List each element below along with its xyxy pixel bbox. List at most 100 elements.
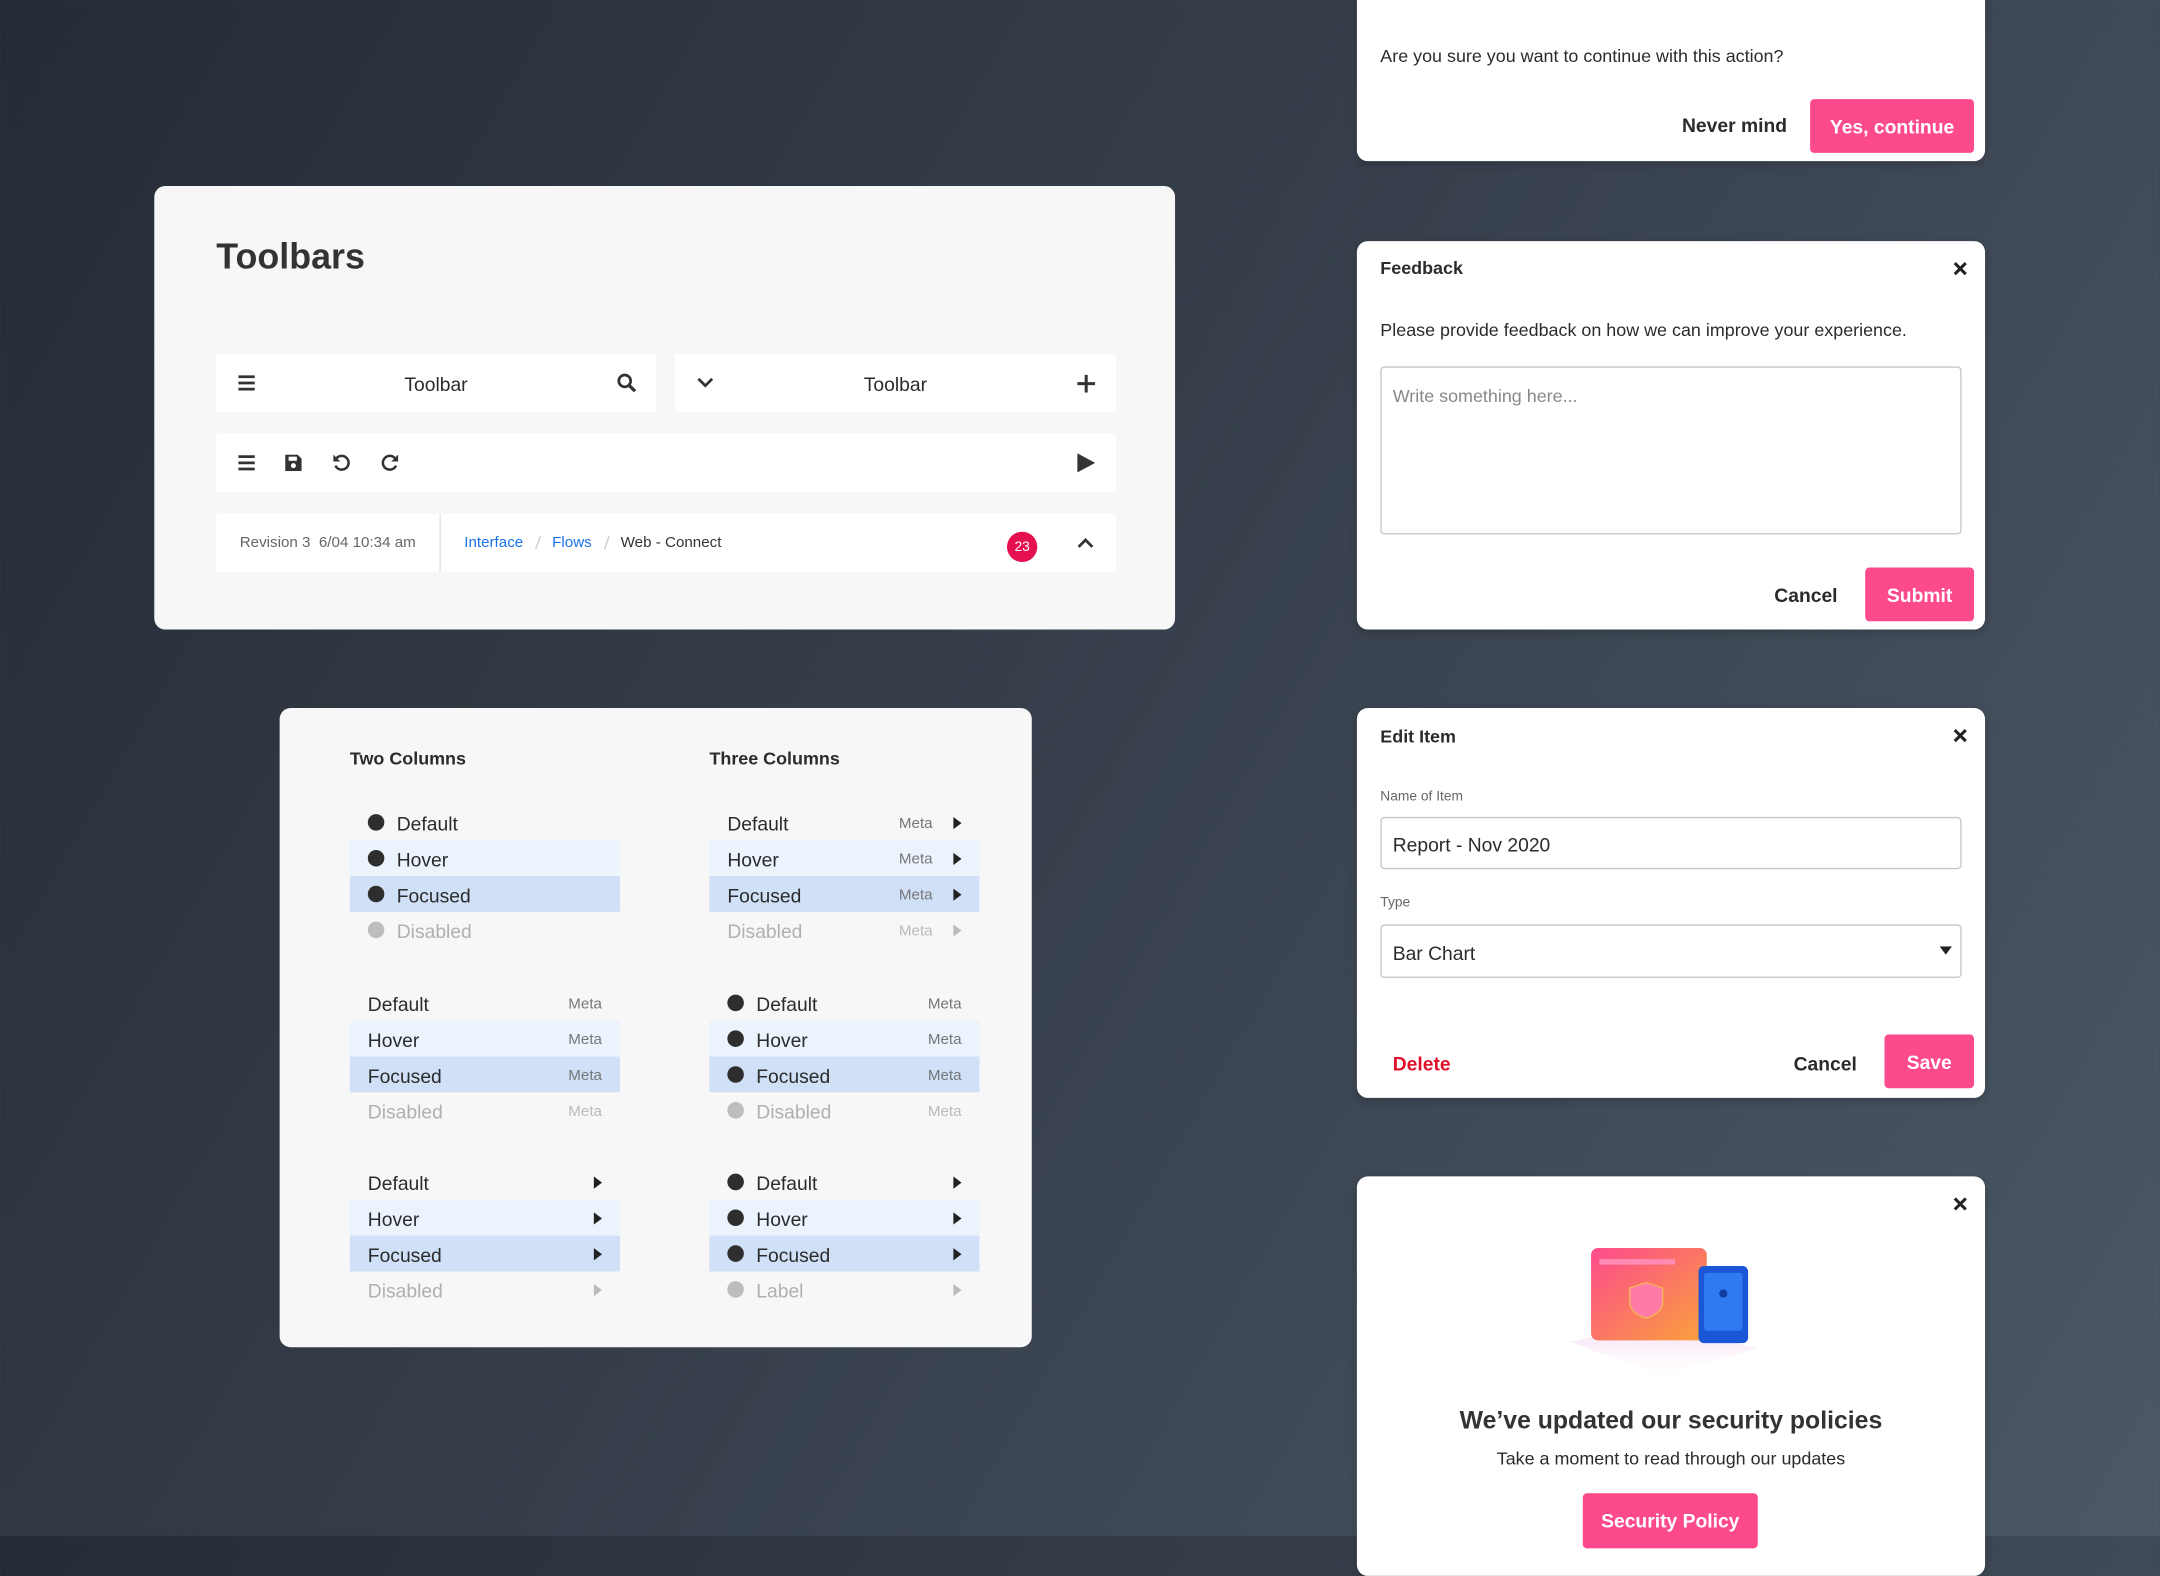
row-meta: Meta xyxy=(898,887,933,904)
row-label: Focused xyxy=(727,884,802,907)
list-row[interactable]: Hover Meta xyxy=(709,840,980,877)
plus-icon[interactable] xyxy=(1077,374,1096,393)
dialog-title: Feedback xyxy=(1380,257,1463,279)
row-label: Focused xyxy=(396,884,471,907)
edit-dialog: Edit Item Name of Item Report - Nov 2020… xyxy=(1356,708,1986,1098)
redo-icon[interactable] xyxy=(380,453,399,472)
menu-icon[interactable] xyxy=(238,455,255,472)
arrow-shape xyxy=(953,852,962,866)
arrow-shape xyxy=(593,1283,602,1297)
list-row[interactable]: Focused xyxy=(349,876,620,912)
bullet xyxy=(727,1066,744,1083)
row-label: Default xyxy=(727,812,789,835)
list-row[interactable]: Default Meta xyxy=(709,804,979,840)
bullet xyxy=(727,1173,744,1191)
input-value: Report - Nov 2020 xyxy=(1392,833,1551,856)
type-select[interactable]: Bar Chart xyxy=(1380,924,1962,979)
dialog-title: We’ve updated our security policies xyxy=(1459,1406,1883,1435)
breadcrumb: Web - Connect xyxy=(620,534,722,552)
row-arrow xyxy=(953,852,962,866)
save-button[interactable]: Save xyxy=(1884,1034,1975,1089)
list-row[interactable]: Hover xyxy=(709,1199,980,1236)
cancel-button[interactable]: Cancel xyxy=(1793,1052,1857,1075)
placeholder: Write something here... xyxy=(1392,385,1578,407)
cancel-button[interactable]: Cancel xyxy=(1774,584,1838,607)
arrow-shape xyxy=(593,1248,602,1261)
security-dialog: We’ve updated our security policies Take… xyxy=(1356,1176,1986,1576)
chevron-down-icon[interactable] xyxy=(697,376,714,390)
close-button[interactable] xyxy=(1952,260,1969,277)
menu-icon[interactable] xyxy=(238,375,255,392)
list-row[interactable]: Focused xyxy=(709,1235,980,1272)
notification-badge: 23 xyxy=(1006,531,1038,563)
breadcrumb[interactable]: Flows xyxy=(552,534,592,552)
list-row[interactable]: Default xyxy=(709,1164,979,1200)
row-arrow xyxy=(953,888,962,901)
list-row[interactable]: Focused Meta xyxy=(709,876,980,912)
row-label: Label xyxy=(756,1279,804,1302)
row-meta: Meta xyxy=(568,1103,602,1120)
row-meta: Meta xyxy=(898,922,933,940)
list-row[interactable]: Hover Meta xyxy=(709,1020,980,1057)
list-row[interactable]: Default Meta xyxy=(709,985,979,1021)
list-row[interactable]: Focused xyxy=(349,1235,620,1272)
chevron-up-icon[interactable] xyxy=(1077,537,1094,549)
continue-button[interactable]: Yes, continue xyxy=(1810,99,1975,153)
bullet xyxy=(727,1102,744,1119)
name-input[interactable]: Report - Nov 2020 xyxy=(1380,816,1962,870)
list-row: Disabled xyxy=(350,1271,620,1307)
submit-button[interactable]: Submit xyxy=(1865,567,1975,622)
dialog-title: Edit Item xyxy=(1380,725,1456,747)
row-label: Default xyxy=(756,993,818,1016)
revision: Revision 3 6/04 10:34 am xyxy=(240,534,416,551)
list-row[interactable]: Default xyxy=(350,1164,620,1200)
field-label: Type xyxy=(1380,895,1411,911)
row-label: Default xyxy=(367,993,429,1016)
breadcrumb[interactable]: Interface xyxy=(464,534,524,552)
security-policy-button[interactable]: Security Policy xyxy=(1582,1493,1758,1549)
row-label: Focused xyxy=(756,1064,831,1087)
close-button[interactable] xyxy=(1952,727,1969,744)
row-label: Default xyxy=(367,1172,429,1195)
row-meta: Meta xyxy=(568,995,602,1013)
list-row[interactable]: Hover xyxy=(349,1199,620,1236)
list-row[interactable]: Hover Meta xyxy=(349,1020,620,1057)
row-label: Disabled xyxy=(727,920,803,943)
list-row[interactable]: Hover xyxy=(349,840,620,877)
security-illustration xyxy=(1570,1248,1757,1377)
arrow-shape xyxy=(953,1283,962,1297)
delete-button[interactable]: Delete xyxy=(1392,1052,1451,1075)
search-icon[interactable] xyxy=(617,373,637,393)
undo-icon[interactable] xyxy=(332,453,351,472)
dropdown-caret xyxy=(1939,946,1952,955)
row-label: Hover xyxy=(367,1029,420,1052)
play-icon[interactable] xyxy=(1077,453,1096,473)
row-meta: Meta xyxy=(927,1103,962,1120)
bullet xyxy=(367,814,385,831)
breadcrumbs: Interface Flows Web - Connect xyxy=(464,534,721,551)
list-row[interactable]: Default Meta xyxy=(350,985,620,1021)
arrow-shape xyxy=(953,924,962,937)
confirm-message: Are you sure you want to continue with t… xyxy=(1380,45,1784,67)
bullet xyxy=(367,921,385,939)
list-row[interactable]: Default xyxy=(350,804,620,840)
row-label: Hover xyxy=(727,848,779,871)
row-meta: Meta xyxy=(568,1067,602,1085)
row-arrow xyxy=(593,1212,602,1225)
list-row[interactable]: Focused Meta xyxy=(709,1056,980,1093)
bullet xyxy=(367,885,385,903)
list-row[interactable]: Focused Meta xyxy=(349,1056,620,1093)
row-label: Focused xyxy=(756,1243,831,1266)
feedback-textarea[interactable]: Write something here... xyxy=(1380,366,1962,535)
arrow-shape xyxy=(953,1176,962,1189)
never-mind-button[interactable]: Never mind xyxy=(1681,114,1788,137)
save-icon[interactable] xyxy=(285,454,302,472)
row-meta: Meta xyxy=(927,995,962,1013)
divider xyxy=(439,513,441,572)
close-button[interactable] xyxy=(1952,1196,1969,1213)
list-row: Disabled xyxy=(350,912,620,948)
arrow-shape xyxy=(953,1212,962,1225)
row-arrow xyxy=(953,1176,962,1189)
bullet xyxy=(367,849,385,867)
